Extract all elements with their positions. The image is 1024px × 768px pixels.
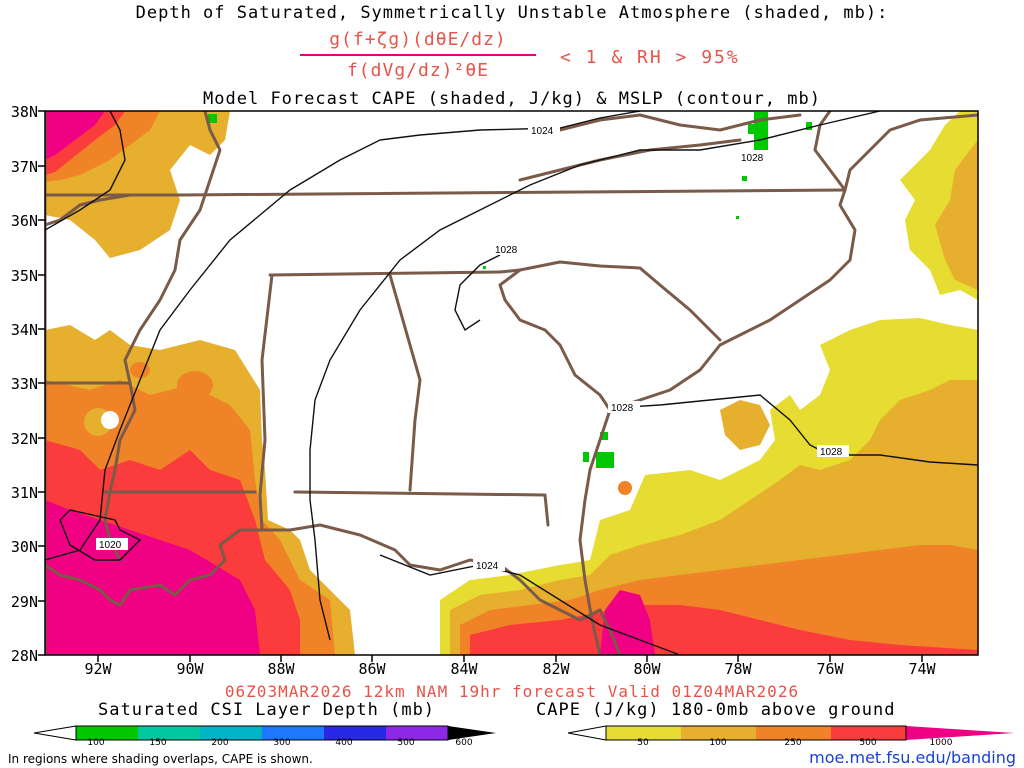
fraction-bar [300,54,536,56]
credit-link[interactable]: moe.met.fsu.edu/banding [809,748,1016,767]
cape-colorbar [567,725,1014,741]
isobar-label: 1028 [611,403,634,414]
lat-label: 32N [10,430,38,448]
csi-colorbar-cell [76,726,138,740]
csi-tick-label: 500 [397,738,415,748]
cape-colorbar-cell [756,726,831,740]
isobar-label: 1024 [476,561,499,572]
csi-tick-label: 600 [455,738,473,748]
csi-colorbar-cell [138,726,200,740]
lat-label: 31N [10,484,38,502]
csi-tick-label: 100 [87,738,105,748]
axis-ticks [38,110,923,662]
lat-label: 34N [10,321,38,339]
lat-label: 38N [10,103,38,121]
csi-colorbar-low-arrow [33,725,77,741]
lon-label: 90W [176,660,204,678]
lat-label: 30N [10,538,38,556]
isobar-label: 1020 [99,540,122,551]
forecast-valid-time: 06Z03MAR2026 12km NAM 19hr forecast Vali… [224,682,800,701]
geographic-boundaries [45,111,978,655]
lat-label: 35N [10,267,38,285]
cape-legend-title: CAPE (J/kg) 180-0mb above ground [536,700,896,720]
lon-label: 84W [450,660,478,678]
lat-label: 37N [10,158,38,176]
isobar-label: 1024 [531,126,554,137]
mslp-contours [45,111,978,655]
cape-colorbar-low-arrow [567,725,607,741]
cape-tick-label: 100 [709,738,727,748]
isobar-label: 1028 [495,245,518,256]
csi-colorbar-cell [386,726,448,740]
csi-colorbar-high-arrow [448,726,496,740]
csi-condition: < 1 & RH > 95% [560,47,740,68]
cape-tick-label: 500 [859,738,877,748]
cape-colorbar-high-arrow [906,726,1014,740]
csi-criterion-fraction: g(f+ζg)(dθE/dz) f(dVg/dz)²θE [300,29,536,81]
isobar-label: 1028 [741,153,764,164]
lat-label: 33N [10,375,38,393]
csi-colorbar-cell [200,726,262,740]
lat-label: 36N [10,212,38,230]
csi-colorbar [33,725,496,741]
map-subtitle: Model Forecast CAPE (shaded, J/kg) & MSL… [203,89,821,109]
cape-colorbar-cell [606,726,681,740]
lat-label: 29N [10,593,38,611]
lon-label: 92W [84,660,112,678]
csi-tick-label: 200 [211,738,229,748]
cape-tick-label: 1000 [929,738,953,748]
cape-colorbar-cell [681,726,756,740]
isobar-label: 1028 [820,447,843,458]
lat-label: 28N [10,647,38,665]
map-title: Depth of Saturated, Symmetrically Unstab… [135,3,889,23]
csi-tick-label: 400 [335,738,353,748]
lon-label: 82W [542,660,570,678]
csi-colorbar-cell [324,726,386,740]
cape-colorbar-cell [831,726,906,740]
fraction-numerator: g(f+ζg)(dθE/dz) [329,29,507,50]
lon-label: 88W [267,660,295,678]
csi-legend-title: Saturated CSI Layer Depth (mb) [98,700,436,720]
lon-label: 76W [816,660,844,678]
csi-tick-label: 300 [273,738,291,748]
fraction-denominator: f(dVg/dz)²θE [346,60,490,81]
lon-label: 74W [908,660,936,678]
cape-tick-label: 50 [637,738,649,748]
shading-overlap-note: In regions where shading overlaps, CAPE … [8,752,313,766]
cape-tick-label: 250 [784,738,802,748]
lon-label: 80W [633,660,661,678]
cape-shading-northwest [45,111,230,258]
lon-label: 78W [724,660,752,678]
lon-label: 86W [358,660,386,678]
csi-colorbar-cell [262,726,324,740]
csi-tick-label: 150 [149,738,167,748]
isobar-labels: 1024 1028 1028 1028 1028 1020 1024 [96,124,849,572]
